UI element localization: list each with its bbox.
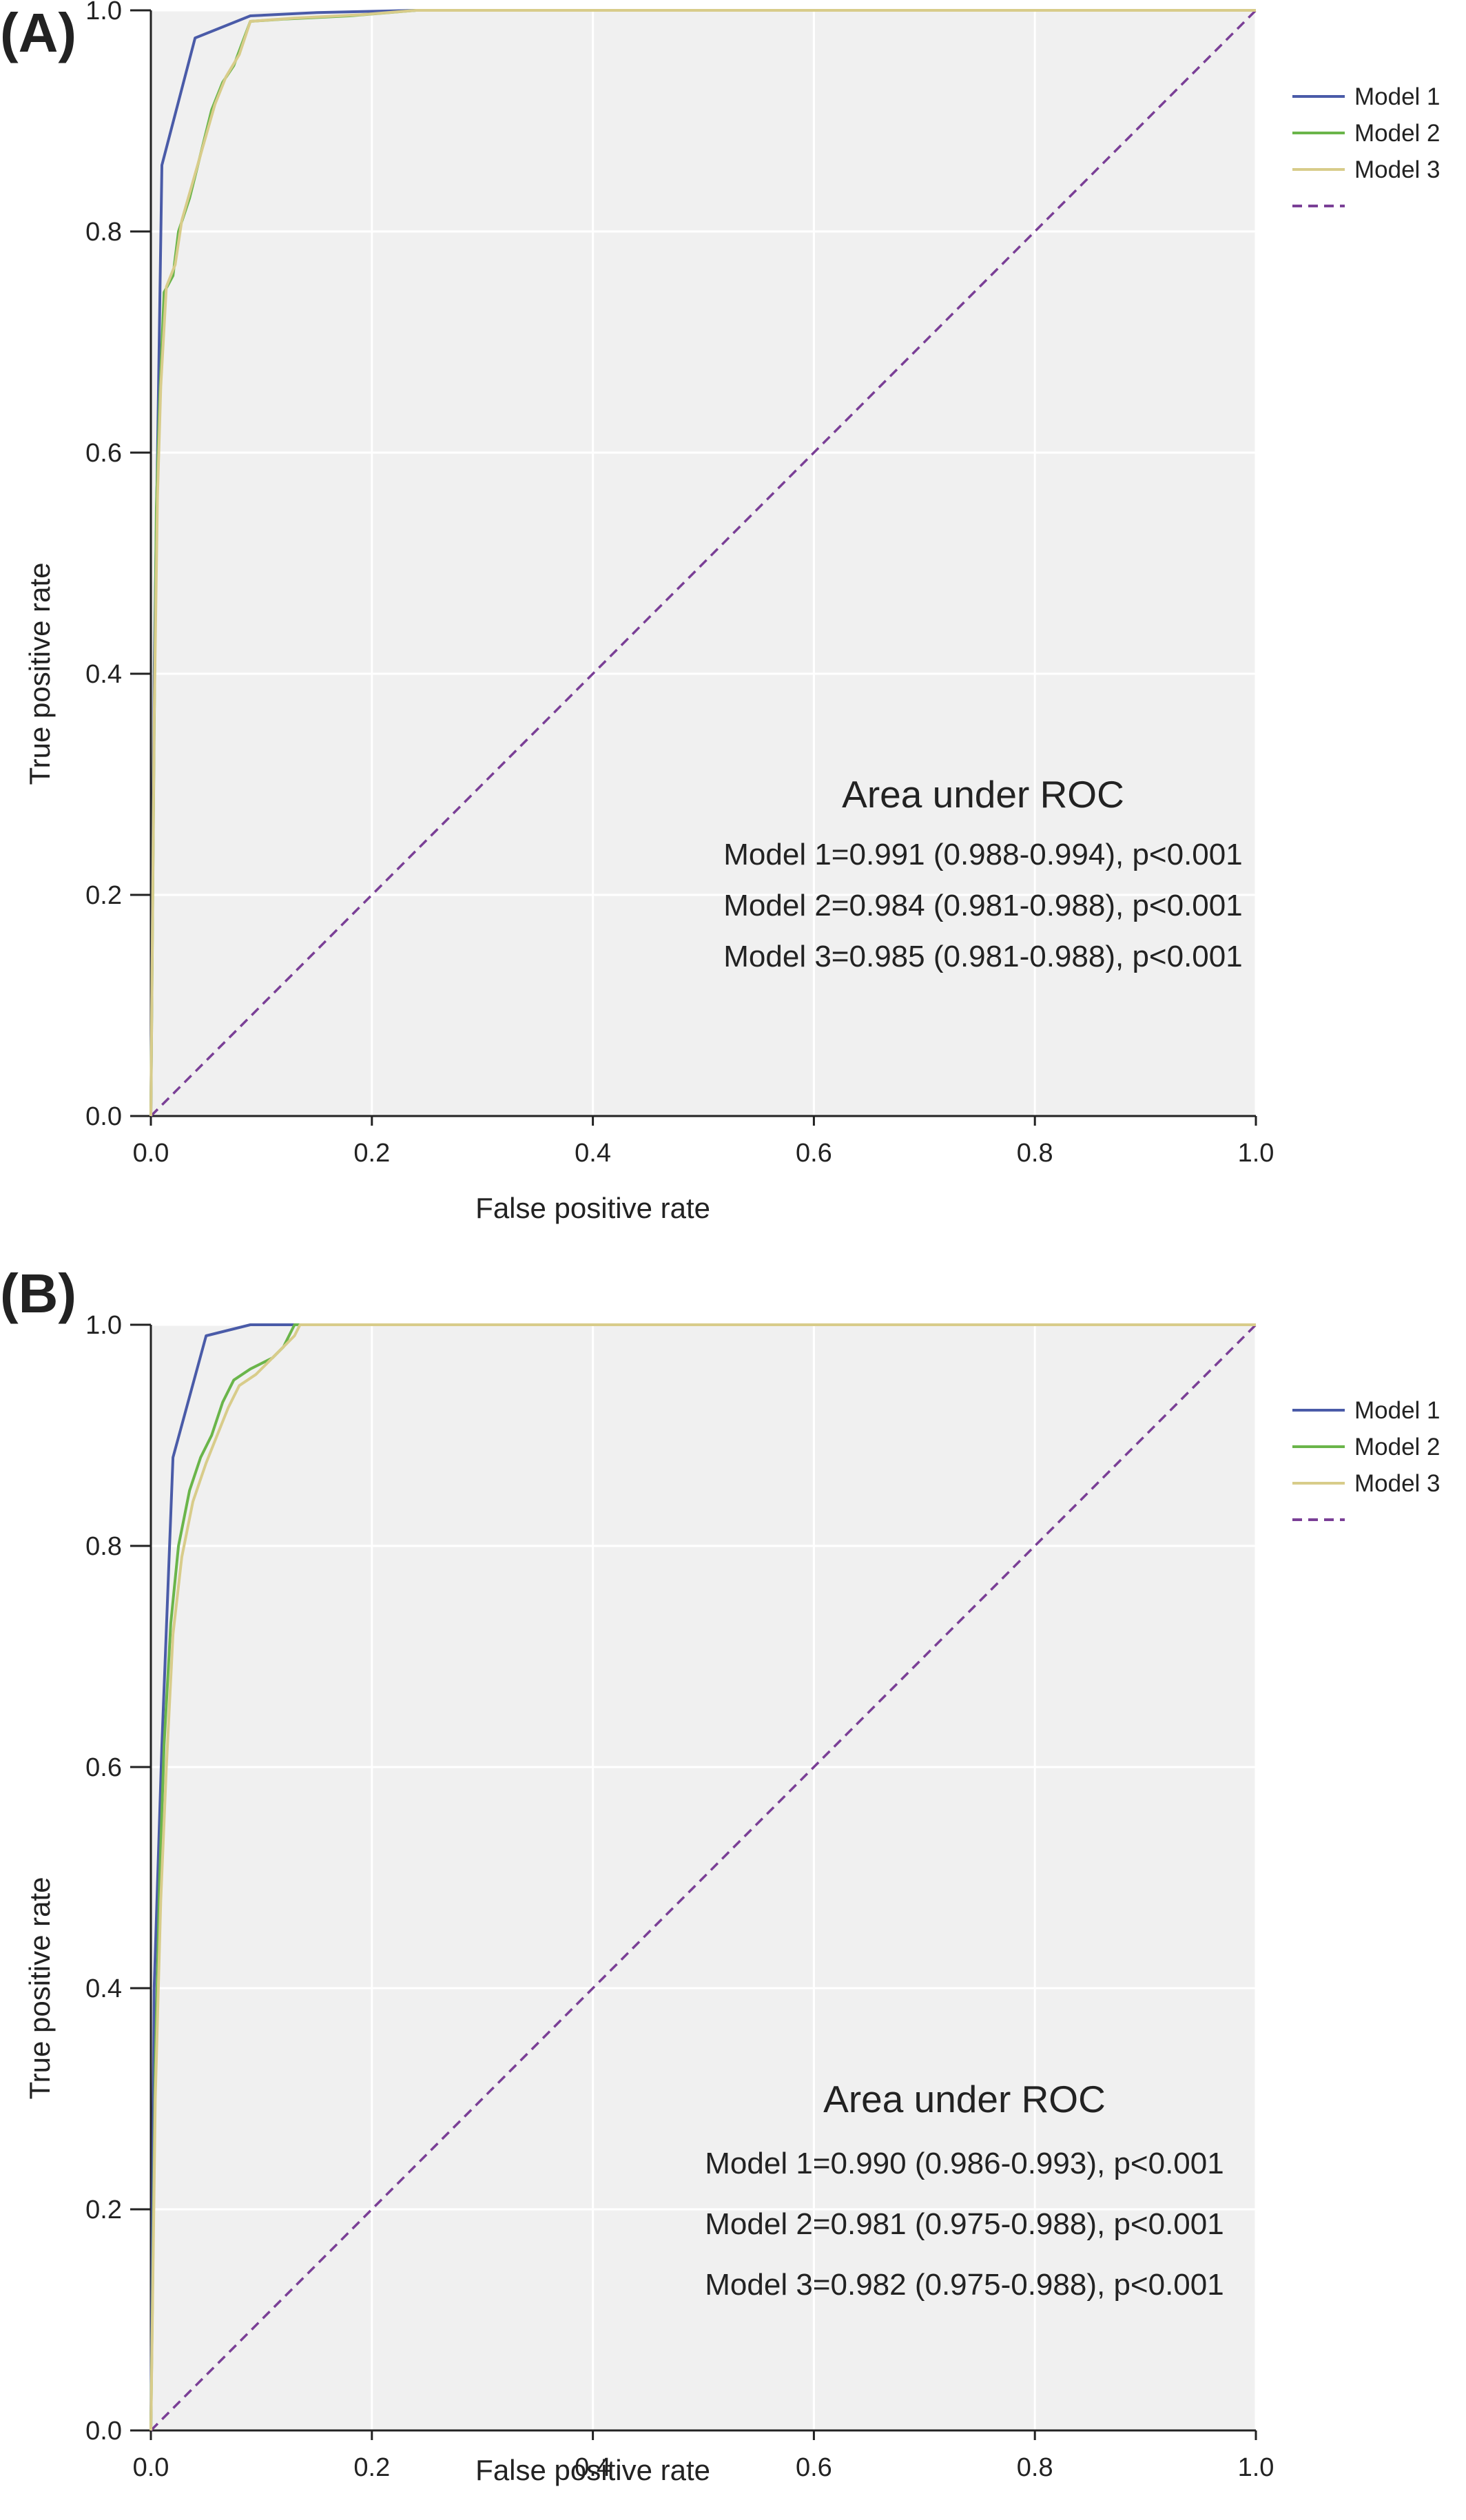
- legend-label: Model 1: [1354, 1397, 1441, 1424]
- y-tick-label: 0.0: [85, 1102, 122, 1131]
- series-line-model-3: [149, 9, 1256, 1117]
- y-tick-label: 0.2: [85, 881, 122, 910]
- x-tick-label: 0.2: [353, 1139, 390, 1168]
- x-tick-label: 0.8: [1017, 2453, 1053, 2482]
- y-tick-label: 1.0: [85, 0, 122, 25]
- y-axis-title: True positive rate: [23, 1877, 56, 2100]
- x-tick-label: 1.0: [1238, 2453, 1274, 2482]
- roc-panel-a: (A) 0.0 0.2 0.4 0.6 0.8 1.0 0.0 0.2 0.4 0.6 0.8 1.0 F…: [0, 0, 1441, 1224]
- y-axis-title: True positive rate: [23, 563, 56, 785]
- x-tick-label: 0.0: [133, 2453, 169, 2482]
- reference-diagonal-line: [149, 1323, 1257, 2432]
- auc-value-line: Model 1=0.990 (0.986-0.993), p<0.001: [705, 2147, 1224, 2180]
- y-tick-label: 0.8: [85, 1532, 122, 1561]
- x-tick-label: 0.0: [133, 1139, 169, 1168]
- auc-title: Area under ROC: [823, 2078, 1106, 2120]
- x-axis-title: False positive rate: [475, 1192, 710, 1224]
- x-tick-label: 0.2: [353, 2453, 390, 2482]
- panel-label: (A): [0, 2, 76, 63]
- y-tick-label: 0.8: [85, 218, 122, 247]
- y-tick-label: 0.2: [85, 2196, 122, 2224]
- x-tick-label: 0.6: [796, 2453, 832, 2482]
- y-tick-label: 1.0: [85, 1311, 122, 1340]
- y-tick-label: 0.4: [85, 660, 122, 689]
- legend-label: Model 1: [1354, 83, 1441, 110]
- series-line-model-1: [149, 1323, 1256, 2431]
- y-tick-label: 0.6: [85, 439, 122, 468]
- series-line-model-3: [149, 1323, 1256, 2431]
- auc-value-line: Model 3=0.982 (0.975-0.988), p<0.001: [705, 2268, 1224, 2302]
- auc-value-line: Model 3=0.985 (0.981-0.988), p<0.001: [723, 940, 1242, 973]
- panel-label: (B): [0, 1263, 76, 1324]
- legend-label: Model 2: [1354, 1434, 1441, 1460]
- x-tick-label: 0.4: [575, 2453, 611, 2482]
- legend-label: Model 3: [1354, 156, 1441, 183]
- x-tick-label: 0.8: [1017, 1139, 1053, 1168]
- reference-diagonal-line: [149, 9, 1257, 1117]
- auc-value-line: Model 2=0.981 (0.975-0.988), p<0.001: [705, 2207, 1224, 2241]
- x-tick-label: 0.4: [575, 1139, 611, 1168]
- x-tick-label: 0.6: [796, 1139, 832, 1168]
- x-axis-title: False positive rate: [475, 2454, 710, 2486]
- x-tick-label: 1.0: [1238, 1139, 1274, 1168]
- legend-label: Model 3: [1354, 1470, 1441, 1497]
- auc-value-line: Model 1=0.991 (0.988-0.994), p<0.001: [723, 838, 1242, 871]
- roc-panel-b: (B) 0.0 0.2 0.4 0.6 0.8 1.0 0.0 0.2 0.4 0.6 0.8 1.0 F…: [0, 1263, 1441, 2486]
- y-tick-label: 0.4: [85, 1974, 122, 2003]
- y-tick-label: 0.6: [85, 1753, 122, 1782]
- auc-value-line: Model 2=0.984 (0.981-0.988), p<0.001: [723, 889, 1242, 922]
- legend-label: Model 2: [1354, 120, 1441, 147]
- auc-title: Area under ROC: [842, 773, 1124, 816]
- y-tick-label: 0.0: [85, 2417, 122, 2446]
